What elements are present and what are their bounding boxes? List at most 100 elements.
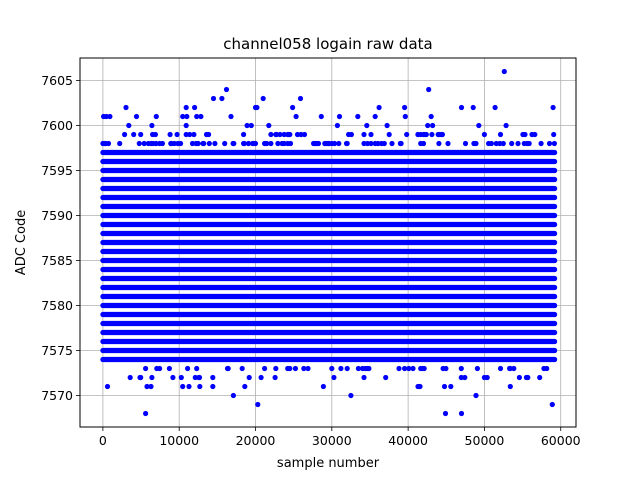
axis-ticks: 0 10000 20000 30000 40000 50000 60000 7570 7575 7… bbox=[41, 73, 580, 448]
data-point bbox=[368, 140, 374, 147]
data-point bbox=[144, 383, 150, 390]
data-point bbox=[497, 365, 504, 372]
data-point bbox=[210, 95, 217, 102]
data-point bbox=[287, 140, 294, 147]
data-point bbox=[138, 131, 144, 138]
data-point bbox=[183, 122, 189, 129]
y-tick-label: 7595 bbox=[41, 163, 73, 178]
data-point bbox=[366, 365, 372, 372]
data-point bbox=[402, 104, 408, 111]
data-point bbox=[428, 113, 434, 120]
data-point bbox=[402, 365, 408, 372]
data-point bbox=[383, 374, 389, 381]
data-point bbox=[476, 122, 482, 129]
data-point bbox=[246, 374, 252, 381]
data-point bbox=[338, 365, 344, 372]
data-point bbox=[386, 131, 392, 138]
data-point bbox=[131, 131, 137, 138]
x-tick-label: 10000 bbox=[159, 433, 199, 448]
data-point bbox=[133, 113, 140, 120]
data-point bbox=[228, 113, 234, 120]
data-point bbox=[252, 104, 259, 111]
data-point bbox=[551, 140, 558, 147]
data-point bbox=[183, 104, 189, 111]
data-point bbox=[252, 140, 259, 147]
data-point bbox=[348, 131, 354, 138]
data-point bbox=[301, 131, 308, 138]
data-point bbox=[423, 131, 429, 138]
data-point bbox=[538, 140, 544, 147]
data-point bbox=[398, 140, 404, 147]
data-point bbox=[141, 140, 147, 147]
data-point bbox=[474, 365, 480, 372]
data-point bbox=[104, 383, 111, 390]
data-point bbox=[361, 374, 367, 381]
data-point bbox=[402, 113, 408, 120]
data-point bbox=[526, 140, 532, 147]
data-point bbox=[268, 131, 274, 138]
data-point bbox=[126, 122, 132, 129]
data-point bbox=[206, 140, 212, 147]
data-point bbox=[148, 383, 154, 390]
data-point bbox=[127, 374, 133, 381]
data-point bbox=[201, 140, 207, 147]
y-tick-label: 7600 bbox=[41, 118, 73, 133]
data-point bbox=[516, 374, 523, 381]
data-point bbox=[230, 392, 236, 399]
data-point bbox=[143, 365, 149, 372]
data-point bbox=[488, 140, 494, 147]
y-tick-label: 7585 bbox=[41, 253, 73, 268]
data-point bbox=[458, 365, 464, 372]
data-point bbox=[410, 365, 416, 372]
data-point bbox=[191, 131, 197, 138]
data-point bbox=[344, 365, 350, 372]
data-point bbox=[297, 95, 304, 102]
data-point bbox=[511, 365, 517, 372]
data-point bbox=[404, 131, 410, 138]
data-point bbox=[138, 374, 144, 381]
data-point bbox=[389, 140, 395, 147]
data-point bbox=[481, 131, 487, 138]
data-point bbox=[262, 365, 268, 372]
data-point bbox=[241, 131, 247, 138]
data-point bbox=[509, 140, 515, 147]
data-point bbox=[231, 140, 237, 147]
x-axis-label: sample number bbox=[277, 456, 380, 471]
data-point bbox=[376, 104, 382, 111]
data-point bbox=[396, 365, 402, 372]
x-tick-label: 40000 bbox=[388, 433, 428, 448]
data-point bbox=[515, 140, 521, 147]
data-point bbox=[166, 365, 172, 372]
data-point bbox=[348, 392, 354, 399]
data-point bbox=[364, 122, 370, 129]
data-point bbox=[301, 365, 307, 372]
data-point bbox=[355, 365, 361, 372]
data-point bbox=[522, 131, 528, 138]
data-point bbox=[197, 383, 203, 390]
data-point bbox=[430, 122, 436, 129]
x-tick-label: 60000 bbox=[541, 433, 581, 448]
data-point bbox=[268, 140, 274, 147]
data-point bbox=[180, 113, 186, 120]
data-point bbox=[497, 131, 504, 138]
data-point bbox=[462, 140, 469, 147]
data-point bbox=[167, 131, 173, 138]
data-point bbox=[185, 365, 191, 372]
data-point bbox=[355, 113, 361, 120]
data-point bbox=[381, 140, 387, 147]
data-point bbox=[206, 131, 212, 138]
data-point bbox=[492, 104, 498, 111]
data-point bbox=[194, 365, 200, 372]
data-point bbox=[318, 113, 324, 120]
data-point bbox=[287, 365, 293, 372]
data-point bbox=[107, 113, 113, 120]
data-point bbox=[194, 113, 200, 120]
data-point bbox=[275, 140, 281, 147]
data-point bbox=[473, 392, 479, 399]
data-point bbox=[287, 131, 293, 138]
data-point bbox=[442, 410, 449, 417]
data-point bbox=[122, 131, 128, 138]
x-tick-label: 20000 bbox=[236, 433, 276, 448]
data-point bbox=[152, 131, 158, 138]
